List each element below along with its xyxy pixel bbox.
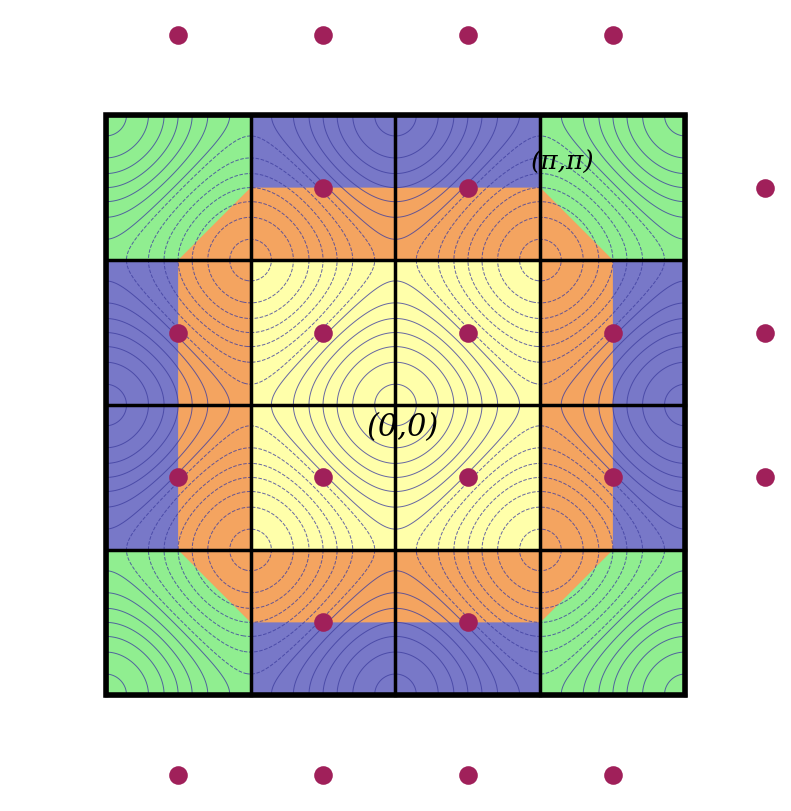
Point: [172, 471, 184, 484]
Bar: [396, 261, 540, 406]
Bar: [251, 116, 396, 261]
Point: [172, 30, 184, 43]
Bar: [540, 406, 685, 550]
Point: [462, 327, 475, 340]
Bar: [106, 550, 251, 695]
Point: [607, 327, 619, 340]
Bar: [540, 550, 685, 695]
Bar: [251, 550, 396, 695]
Text: (π,π): (π,π): [530, 150, 594, 175]
Point: [316, 471, 329, 484]
Point: [316, 327, 329, 340]
Bar: [396, 116, 540, 261]
Bar: [251, 116, 396, 261]
Bar: [396, 550, 540, 695]
Bar: [106, 116, 685, 695]
Point: [316, 182, 329, 195]
Point: [462, 30, 475, 43]
Point: [316, 616, 329, 629]
Bar: [251, 406, 396, 550]
Point: [462, 182, 475, 195]
Polygon shape: [178, 188, 613, 623]
Point: [607, 471, 619, 484]
Bar: [396, 116, 540, 261]
Bar: [106, 406, 251, 550]
Bar: [540, 406, 685, 550]
Point: [316, 30, 329, 43]
Point: [759, 327, 771, 340]
Text: (0,0): (0,0): [366, 412, 439, 443]
Bar: [540, 261, 685, 406]
Point: [172, 768, 184, 781]
Bar: [106, 261, 251, 406]
Point: [462, 768, 475, 781]
Bar: [251, 550, 396, 695]
Point: [316, 768, 329, 781]
Point: [759, 471, 771, 484]
Bar: [540, 116, 685, 261]
Point: [759, 182, 771, 195]
Bar: [106, 261, 251, 406]
Point: [607, 30, 619, 43]
Point: [462, 471, 475, 484]
Bar: [106, 116, 685, 695]
Point: [607, 768, 619, 781]
Bar: [251, 261, 540, 550]
Bar: [540, 261, 685, 406]
Bar: [106, 406, 251, 550]
Bar: [106, 116, 251, 261]
Point: [172, 327, 184, 340]
Bar: [251, 261, 396, 406]
Bar: [396, 550, 540, 695]
Point: [462, 616, 475, 629]
Bar: [396, 406, 540, 550]
